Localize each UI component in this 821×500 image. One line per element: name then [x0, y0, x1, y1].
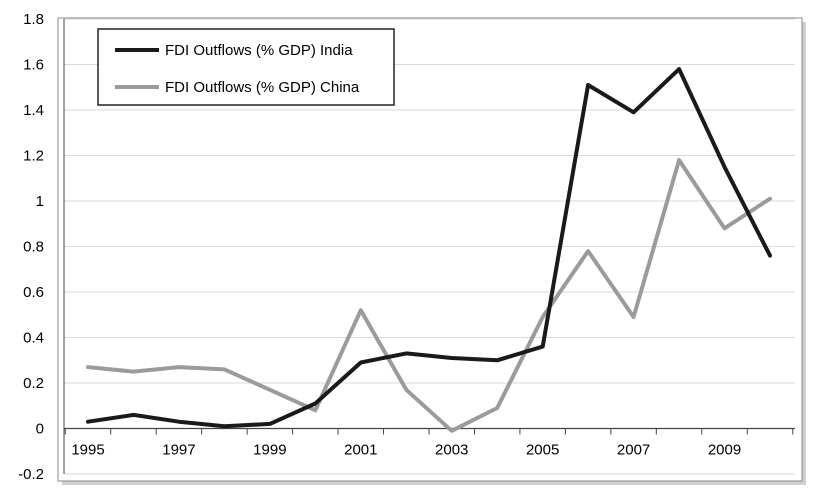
x-tick-label: 2001: [344, 442, 377, 459]
x-tick-label: 1995: [71, 442, 104, 459]
y-tick-label: 0.6: [23, 284, 44, 301]
legend-label-china: FDI Outflows (% GDP) China: [165, 79, 360, 96]
gridlines: [64, 18, 795, 475]
y-tick-label: 1: [36, 193, 44, 210]
y-tick-label: 0.2: [23, 375, 44, 392]
tick-labels: -0.2 0 0.2 0.4 0.6 0.8 1 1.2 1.4 1.6 1.8 1995 1997 19…: [18, 11, 741, 483]
y-tick-label: 0.4: [23, 330, 44, 347]
x-tick-label: 1999: [253, 442, 286, 459]
series-lines: [86, 67, 772, 433]
series-line-india: [86, 67, 772, 429]
x-tick-label: 2009: [708, 442, 741, 459]
y-tick-label: 1.8: [23, 11, 44, 28]
y-tick-label: 0: [36, 421, 44, 438]
y-tick-label: 1.2: [23, 148, 44, 165]
series-line-china: [86, 158, 772, 433]
y-tick-label: 1.6: [23, 57, 44, 74]
axes: [63, 19, 795, 474]
x-tick-label: 1997: [162, 442, 195, 459]
y-tick-label: 0.8: [23, 239, 44, 256]
legend-label-india: FDI Outflows (% GDP) India: [165, 42, 353, 59]
legend-box: [97, 28, 395, 106]
x-tick-label: 2005: [526, 442, 559, 459]
x-tick-label: 2003: [435, 442, 468, 459]
legend: FDI Outflows (% GDP) India FDI Outflows …: [97, 28, 395, 106]
y-tick-label: 1.4: [23, 102, 44, 119]
y-tick-label: -0.2: [18, 466, 44, 483]
x-tick-label: 2007: [617, 442, 650, 459]
